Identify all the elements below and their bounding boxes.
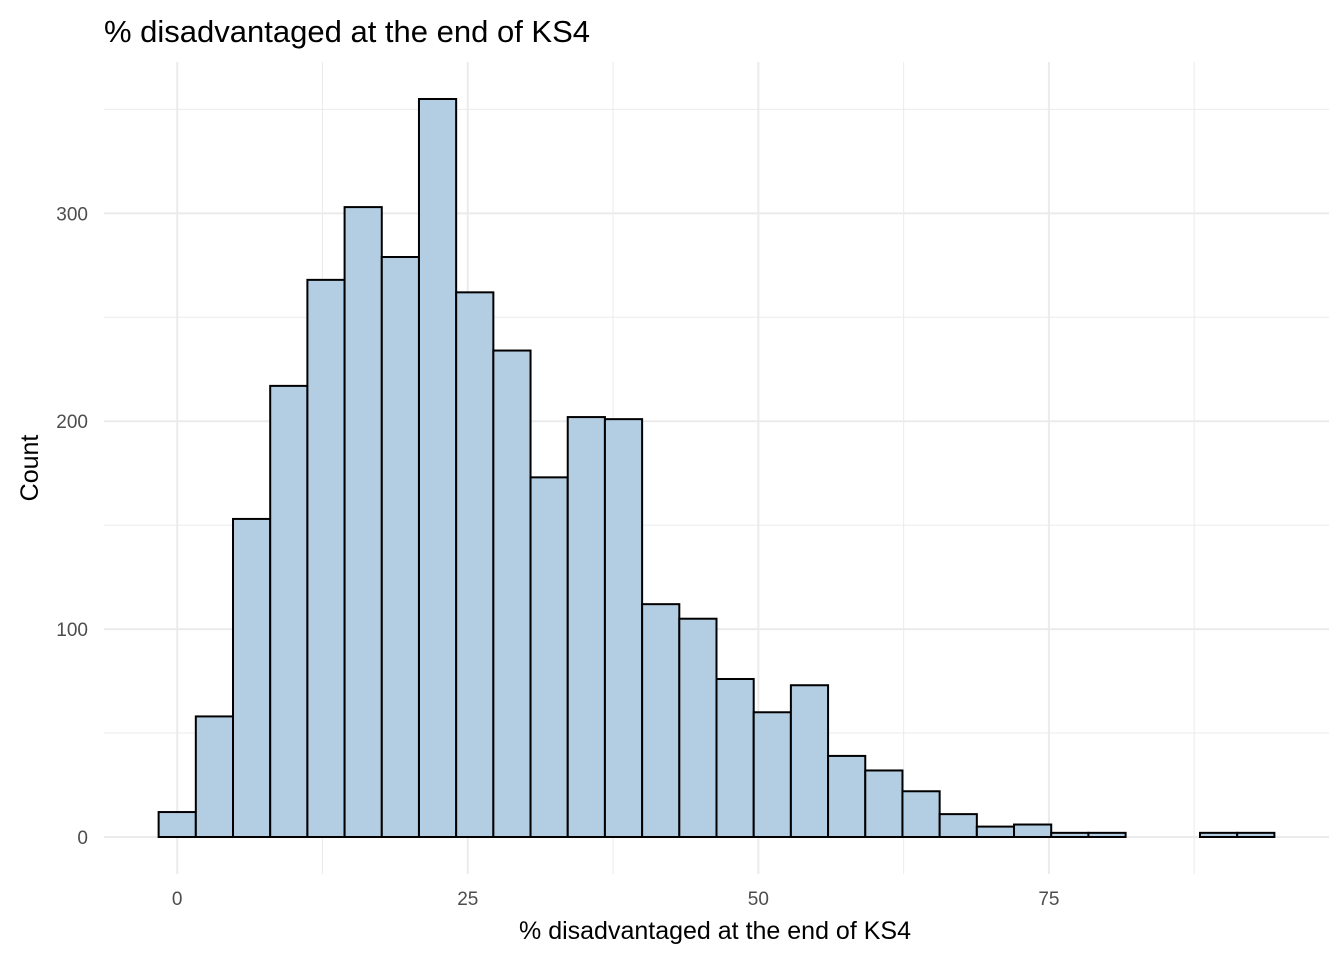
y-tick-label-1: 100 — [56, 620, 88, 641]
histogram-bar-2 — [232, 517, 272, 838]
histogram-bar-13 — [641, 603, 681, 838]
y-tick-label-0: 0 — [77, 828, 88, 849]
histogram-bar-7 — [417, 98, 458, 838]
y-tick-label-3: 300 — [56, 204, 88, 225]
x-tick-label-2: 50 — [748, 889, 769, 910]
histogram-bar-0 — [157, 811, 197, 838]
histogram-bar-3 — [269, 384, 309, 838]
x-tick-label-1: 25 — [457, 889, 478, 910]
x-tick-label-0: 0 — [172, 889, 183, 910]
histogram-bar-11 — [566, 416, 606, 838]
histogram-bar-20 — [901, 790, 941, 838]
histogram-bar-8 — [455, 291, 495, 838]
histogram-bar-5 — [343, 206, 383, 838]
x-tick-label-3: 75 — [1038, 889, 1059, 910]
histogram-bar-4 — [306, 278, 346, 838]
histogram-bar-29 — [1236, 831, 1276, 838]
histogram-bar-21 — [938, 813, 978, 838]
histogram-bar-16 — [752, 711, 792, 838]
histogram-bar-17 — [789, 684, 830, 838]
histogram-bar-15 — [715, 678, 755, 838]
histogram-bar-14 — [678, 617, 718, 838]
histogram-bar-24 — [1050, 831, 1090, 838]
histogram-bar-12 — [603, 418, 644, 838]
bars-layer — [157, 98, 1276, 838]
y-tick-label-2: 200 — [56, 412, 88, 433]
histogram-bar-25 — [1087, 831, 1127, 838]
histogram-bar-9 — [492, 349, 532, 838]
y-axis-title: Count — [16, 435, 44, 502]
chart-title: % disadvantaged at the end of KS4 — [104, 14, 590, 49]
histogram-bar-10 — [529, 476, 569, 838]
histogram-bar-28 — [1198, 831, 1239, 838]
histogram-bar-19 — [864, 769, 904, 838]
x-axis-title: % disadvantaged at the end of KS4 — [519, 917, 911, 945]
histogram-bar-23 — [1013, 823, 1053, 838]
histogram-bar-18 — [827, 754, 867, 838]
ticks-layer: 0 25 50 75 0 100 200 300 — [56, 204, 1059, 910]
histogram-bar-1 — [194, 715, 235, 838]
histogram-bar-22 — [975, 825, 1016, 838]
histogram-bar-6 — [380, 255, 420, 838]
